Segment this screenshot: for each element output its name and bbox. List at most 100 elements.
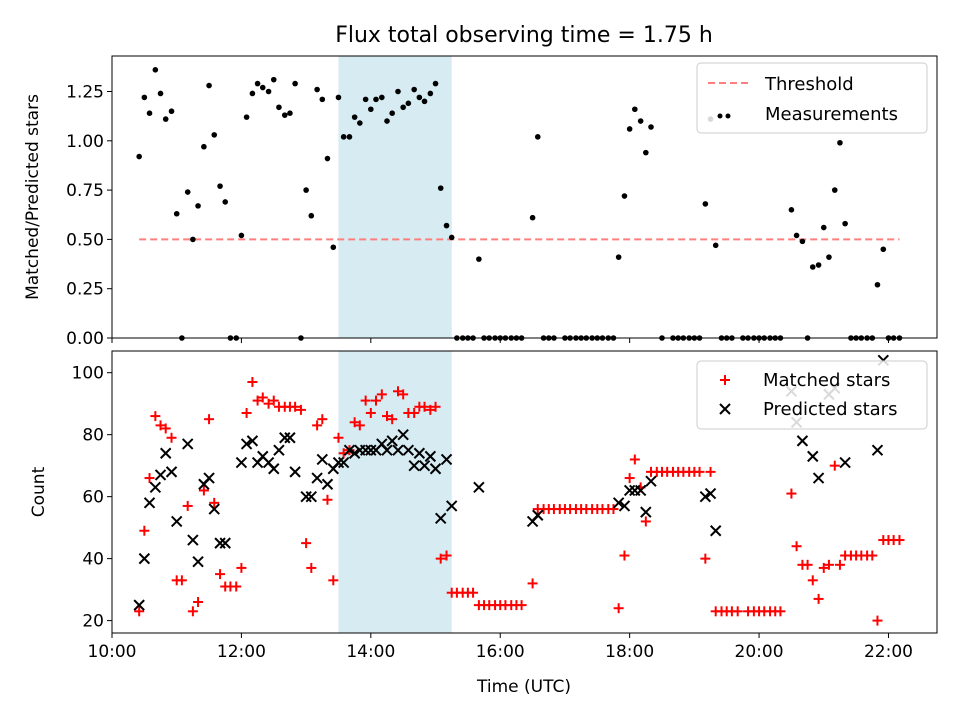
matched-stars-point xyxy=(166,432,177,443)
predicted-stars-point xyxy=(812,472,825,484)
measurement-point xyxy=(448,234,455,241)
predicted-stars-point xyxy=(429,463,442,475)
predicted-stars-point xyxy=(138,552,151,565)
bottom-y-tick-label: 20 xyxy=(82,612,104,632)
top-panel: 0.00 0.25 0.50 0.75 1.00 1.25 Matched/Predict… xyxy=(23,55,938,349)
predicted-stars-point xyxy=(219,537,231,549)
measurement-point xyxy=(443,222,450,229)
matched-stars-point xyxy=(791,541,802,552)
matched-stars-point xyxy=(365,407,376,418)
bottom-xlabel: Time (UTC) xyxy=(476,677,571,697)
bottom-panel: 10:00 12:00 14:00 16:00 18:00 20:00 22:00 20 40 6… xyxy=(29,350,938,697)
matched-stars-point xyxy=(312,420,323,431)
predicted-stars-point xyxy=(165,466,178,478)
measurement-point xyxy=(346,134,353,140)
measurement-point xyxy=(351,114,358,120)
matched-stars-point xyxy=(333,432,344,443)
predicted-stars-point xyxy=(240,438,253,450)
predicted-stars-point xyxy=(634,484,647,497)
bottom-legend: Matched stars Predicted stars xyxy=(696,360,928,430)
measurement-point xyxy=(265,88,272,95)
predicted-stars-point xyxy=(392,444,404,456)
measurement-point xyxy=(373,96,379,103)
predicted-stars-point xyxy=(402,444,415,456)
predicted-stars-point xyxy=(424,450,437,463)
matched-stars-point xyxy=(829,460,840,471)
measurement-point xyxy=(632,106,638,113)
measurement-point xyxy=(880,246,887,253)
predicted-stars-point xyxy=(440,453,453,466)
matched-stars-point xyxy=(241,407,252,418)
measurement-point xyxy=(141,94,148,101)
matched-stars-point xyxy=(204,414,215,425)
matched-stars-point xyxy=(619,550,630,561)
measurement-point xyxy=(395,88,401,95)
predicted-stars-point xyxy=(149,481,162,494)
predicted-stars-point xyxy=(246,435,259,447)
bottom-ylabel: Count xyxy=(29,466,49,517)
top-y-tick-label: 0.75 xyxy=(66,181,104,201)
matched-stars-point xyxy=(425,404,436,415)
top-ylabel: Matched/Predicted stars xyxy=(23,94,43,300)
measurement-point xyxy=(254,80,261,87)
measurement-point xyxy=(432,80,439,87)
bottom-y-tick-label: 100 xyxy=(72,364,104,384)
matched-stars-point xyxy=(290,401,301,412)
matched-stars-point xyxy=(516,600,527,611)
top-axes: 0.00 0.25 0.50 0.75 1.00 1.25 xyxy=(66,82,889,349)
measurement-point xyxy=(421,98,428,105)
matched-stars-point xyxy=(301,538,312,549)
predicted-stars-point xyxy=(796,435,809,447)
matched-stars-point xyxy=(376,389,387,400)
measurement-point xyxy=(437,185,444,191)
measurement-point xyxy=(842,220,848,227)
predicted-stars-point xyxy=(284,432,296,444)
predicted-stars-point xyxy=(214,537,226,549)
matched-stars-point xyxy=(430,401,441,412)
predicted-stars-point xyxy=(187,534,199,546)
measurement-point xyxy=(648,124,654,130)
predicted-stars-point xyxy=(434,512,447,525)
predicted-stars-point xyxy=(871,444,884,456)
matched-stars-point xyxy=(705,466,716,477)
matched-stars-point xyxy=(613,603,624,614)
legend-matched-marker xyxy=(720,375,730,385)
legend-threshold-label: Threshold xyxy=(764,74,854,95)
matched-stars-point xyxy=(268,395,279,406)
measurement-point xyxy=(217,183,223,189)
measurement-point xyxy=(874,281,881,288)
measurement-point xyxy=(529,214,536,221)
bottom-highlight-span xyxy=(338,351,452,633)
predicted-stars-point xyxy=(343,444,356,456)
matched-stars-point xyxy=(236,562,247,573)
measurement-point xyxy=(788,207,795,213)
measurement-point xyxy=(712,242,719,249)
matched-stars-point xyxy=(393,386,403,397)
measurement-point xyxy=(637,118,644,124)
matched-stars-point xyxy=(608,504,619,515)
matched-stars-point xyxy=(435,553,446,564)
matched-stars-point xyxy=(349,417,360,428)
bottom-x-tick-label: 14:00 xyxy=(346,642,395,662)
matched-stars-point xyxy=(786,488,797,499)
matched-stars-point xyxy=(700,553,711,564)
top-legend-box xyxy=(696,62,928,134)
predicted-stars-point xyxy=(289,466,301,478)
predicted-stars-point xyxy=(386,435,398,447)
predicted-stars-point xyxy=(235,456,248,469)
measurement-point xyxy=(427,90,434,97)
matched-stars-point xyxy=(629,454,640,465)
predicted-stars-point xyxy=(807,450,819,463)
predicted-stars-point xyxy=(208,503,220,515)
predicted-stars-point xyxy=(203,472,215,484)
measurement-point xyxy=(222,199,229,205)
top-legend: Threshold Measurements xyxy=(696,62,928,134)
measurement-point xyxy=(292,80,298,87)
matched-stars-point xyxy=(624,473,635,484)
legend-measurements-marker xyxy=(717,113,723,119)
matched-stars-point xyxy=(295,404,306,415)
predicted-stars-point xyxy=(709,525,722,537)
measurement-point xyxy=(270,76,277,83)
measurement-point xyxy=(815,262,822,268)
predicted-stars-point xyxy=(305,490,318,503)
